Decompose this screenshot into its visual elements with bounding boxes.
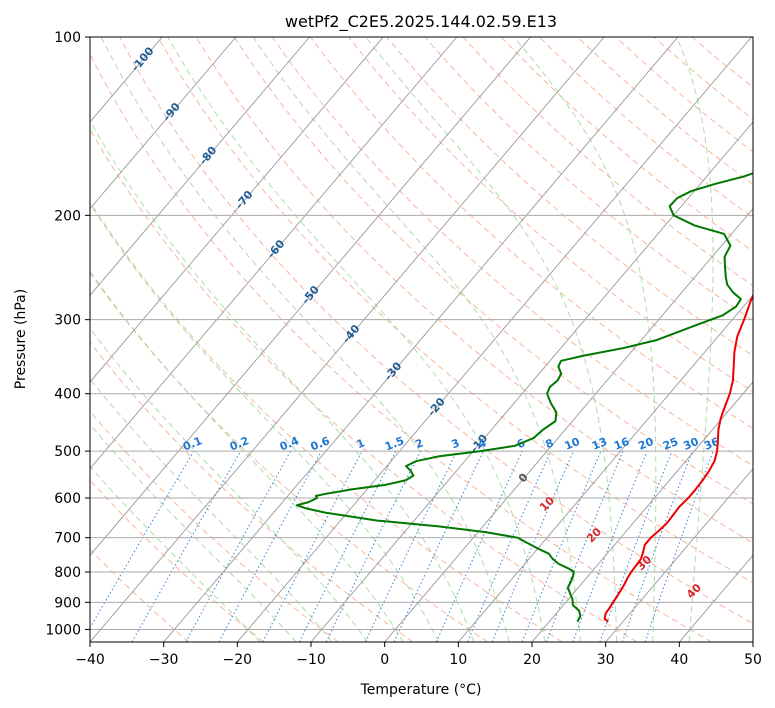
isotherm-line <box>90 37 458 470</box>
moist-adiabat-line <box>676 37 714 642</box>
dry-adiabat-line <box>462 37 753 287</box>
mixing-ratio-label: 2 <box>413 436 425 451</box>
y-tick-label: 400 <box>54 387 81 403</box>
y-tick-label: 700 <box>54 531 81 547</box>
isotherm-line <box>90 37 605 642</box>
isotherm-line <box>531 381 753 642</box>
chart-title: wetPf2_C2E5.2025.144.02.59.E13 <box>285 12 557 32</box>
mixing-ratio-line <box>298 450 397 642</box>
moist-adiabat-line <box>90 270 404 642</box>
isotherm-line <box>384 207 753 642</box>
mixing-ratio-label: 8 <box>544 436 556 451</box>
y-axis: 100 200 300 400 500 600 700 800 900 1000 <box>45 30 90 638</box>
mixing-ratio-line <box>572 450 648 642</box>
moist-adiabat-line <box>513 37 657 642</box>
x-axis: −40 −30 −20 −10 0 10 20 30 40 50 <box>75 642 762 668</box>
y-tick-label: 1000 <box>45 622 81 638</box>
mixing-ratio-label: 30 <box>682 435 701 453</box>
isotherms <box>90 37 753 642</box>
dry-adiabat-line <box>271 37 753 467</box>
x-tick-label: −20 <box>223 652 253 668</box>
isotherm-line <box>90 37 531 557</box>
mixing-ratio-label: 3 <box>450 436 462 451</box>
mixing-ratio-line <box>467 450 552 642</box>
mixing-ratio-line <box>521 450 602 642</box>
isotherm-line <box>310 121 753 642</box>
moist-adiabat-line <box>252 37 582 642</box>
x-tick-label: 50 <box>744 652 762 668</box>
y-tick-label: 600 <box>54 491 81 507</box>
moist-adiabat-line <box>167 37 546 642</box>
mixing-ratio-label: 20 <box>636 435 655 453</box>
dry-adiabat-line <box>310 37 753 430</box>
moist-adiabat-line <box>90 423 297 642</box>
y-tick-label: 100 <box>54 30 81 46</box>
x-tick-label: −30 <box>149 652 179 668</box>
x-tick-label: −40 <box>75 652 105 668</box>
dry-adiabat-line <box>119 37 753 625</box>
temperature-line <box>603 293 753 623</box>
y-tick-label: 200 <box>54 208 81 224</box>
isotherm-line <box>457 294 753 642</box>
isotherm-line <box>163 37 679 642</box>
mixing-ratio-line <box>435 450 523 642</box>
y-tick-label: 500 <box>54 444 81 460</box>
moist-adiabat-line <box>90 378 333 642</box>
dry-adiabat-line <box>90 479 264 642</box>
x-tick-label: 40 <box>670 652 688 668</box>
pressure-gridlines <box>90 37 753 630</box>
isotherm-line <box>90 37 384 383</box>
moist-adiabat-line <box>90 119 475 642</box>
y-tick-label: 300 <box>54 313 81 329</box>
y-tick-label: 900 <box>54 595 81 611</box>
dry-adiabat-line <box>348 37 753 393</box>
dry-adiabat-line <box>90 53 712 642</box>
mixing-ratio-line <box>621 450 693 642</box>
mixing-ratio-line <box>325 450 422 642</box>
mixing-ratio-label: 25 <box>661 435 680 453</box>
moist-adiabat-line <box>100 37 510 642</box>
y-tick-label: 800 <box>54 565 81 581</box>
x-tick-label: 30 <box>597 652 615 668</box>
mixing-ratio-line <box>185 450 292 642</box>
mixing-ratio-label: 10 <box>563 435 582 453</box>
mixing-ratio-label: 13 <box>590 435 609 453</box>
dry-adiabat-line <box>90 341 414 642</box>
x-tick-label: −10 <box>296 652 326 668</box>
mixing-ratio-lines <box>90 450 714 642</box>
isotherm-line <box>90 37 310 297</box>
plot-area: -100-90-80-70-60-50-40-30-20-10010203040… <box>90 37 753 642</box>
isotherm-line <box>90 37 237 210</box>
profile-series <box>295 172 753 623</box>
mixing-ratio-line <box>644 450 714 642</box>
dry-adiabat-line <box>90 201 563 642</box>
x-tick-label: 20 <box>523 652 541 668</box>
dry-adiabat-line <box>90 548 190 642</box>
mixing-ratio-line <box>599 450 673 642</box>
mixing-ratio-line <box>545 450 624 642</box>
mixing-ratio-line <box>218 450 322 642</box>
mixing-ratio-label: 1 <box>355 436 367 451</box>
mixing-ratio-label: 16 <box>612 435 631 453</box>
x-tick-label: 10 <box>449 652 467 668</box>
plot-frame <box>89 36 754 643</box>
y-axis-title: Pressure (hPa) <box>13 289 29 389</box>
dewpoint-line <box>295 172 753 623</box>
dry-adiabat-line <box>90 128 638 642</box>
x-tick-label: 0 <box>380 652 389 668</box>
moist-adiabat-line <box>90 327 368 642</box>
dry-adiabat-line <box>233 37 753 505</box>
isotherm-line <box>236 37 752 642</box>
dry-adiabat-line <box>90 271 488 642</box>
isotherm-line <box>605 467 753 642</box>
x-axis-title: Temperature (°C) <box>360 682 482 698</box>
dry-adiabat-line <box>157 37 753 584</box>
